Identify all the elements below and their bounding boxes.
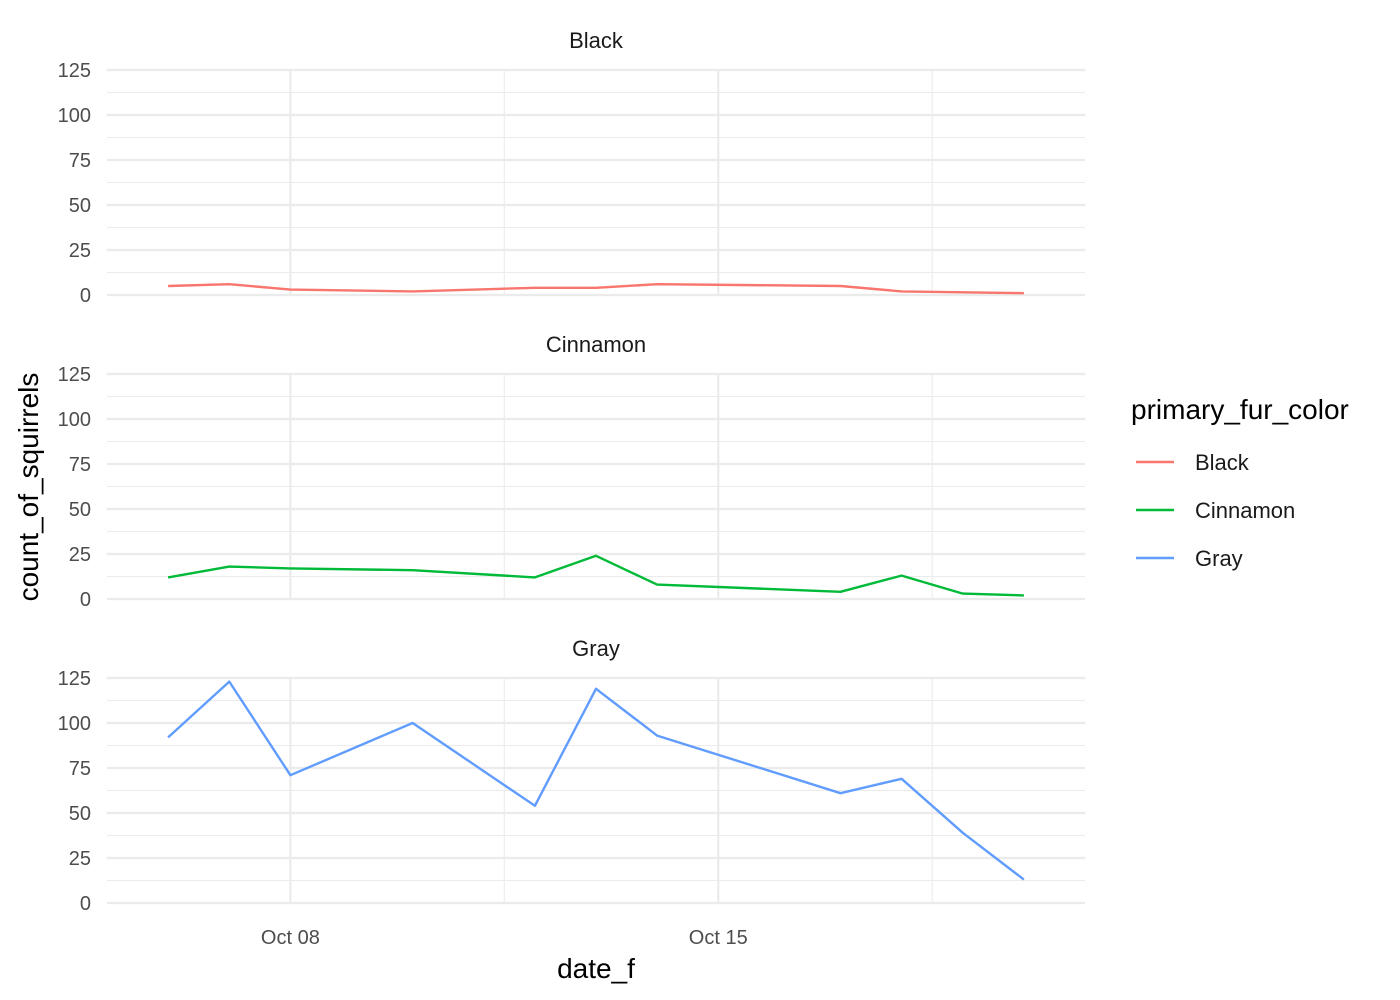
series-line-gray xyxy=(167,680,1025,881)
legend-label: Gray xyxy=(1195,546,1243,571)
legend-label: Cinnamon xyxy=(1195,498,1295,523)
facet-panel-gray: 0 25 50 75 100 125 Gray xyxy=(58,636,1085,915)
x-axis-title: date_f xyxy=(557,953,635,984)
y-tick-label: 75 xyxy=(69,150,91,172)
y-tick-label: 50 xyxy=(69,803,91,825)
y-tick-label: 75 xyxy=(69,454,91,476)
legend-item-gray: Gray xyxy=(1136,546,1243,571)
y-tick-label: 125 xyxy=(58,668,91,690)
facet-title: Black xyxy=(569,28,624,53)
y-tick-label: 75 xyxy=(69,758,91,780)
facet-panels: 0255075100125Black0255075100125Cinnamon0… xyxy=(58,28,1085,915)
y-tick-label: 25 xyxy=(69,544,91,566)
legend-title: primary_fur_color xyxy=(1131,394,1349,425)
legend-label: Black xyxy=(1195,450,1250,475)
y-tick-label: 0 xyxy=(80,893,91,915)
x-axis: Oct 08 Oct 15 xyxy=(261,927,748,949)
y-tick-label: 0 xyxy=(80,589,91,611)
facet-panel-black: 0 25 50 75 100 125 Black xyxy=(58,28,1085,307)
y-tick-label: 100 xyxy=(58,409,91,431)
facet-title: Cinnamon xyxy=(546,332,646,357)
legend-item-cinnamon: Cinnamon xyxy=(1136,498,1295,523)
y-tick-label: 25 xyxy=(69,848,91,870)
legend-item-black: Black xyxy=(1136,450,1250,475)
legend-items: Black Cinnamon Gray xyxy=(1136,450,1295,571)
facet-title: Gray xyxy=(572,636,620,661)
y-axis-title: count_of_squirrels xyxy=(13,373,44,602)
y-tick-label: 50 xyxy=(69,195,91,217)
y-tick-label: 125 xyxy=(58,364,91,386)
x-tick-label: Oct 08 xyxy=(261,927,320,949)
y-tick-label: 100 xyxy=(58,713,91,735)
series-line-cinnamon xyxy=(167,554,1024,597)
series-line-black xyxy=(168,283,1024,295)
facet-panel-cinnamon: 0 25 50 75 100 125 Cinnamon xyxy=(58,332,1085,611)
y-tick-label: 50 xyxy=(69,499,91,521)
y-tick-label: 25 xyxy=(69,240,91,262)
y-tick-label: 125 xyxy=(58,60,91,82)
y-tick-label: 100 xyxy=(58,105,91,127)
y-tick-label: 0 xyxy=(80,285,91,307)
x-tick-label: Oct 15 xyxy=(689,927,748,949)
legend: primary_fur_color Black Cinnamon Gray xyxy=(1131,394,1349,571)
